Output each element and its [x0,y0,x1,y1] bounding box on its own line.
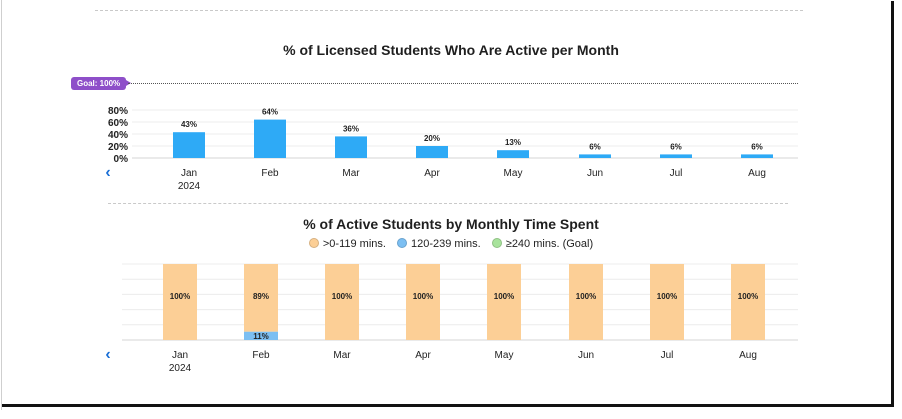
x-tick-label: Mar [342,168,360,179]
stacked-bar-segment [650,264,684,340]
stacked-bar-segment [487,264,521,340]
chevron-left-icon[interactable]: ‹ [105,164,111,181]
bar-value-label: 6% [589,142,601,151]
stacked-bar-segment [244,331,278,340]
x-tick-label: May [504,168,523,179]
panel-left-edge [1,0,2,410]
x-tick-label: Apr [415,350,431,361]
bar-value-label: 13% [505,138,521,147]
bar-value-label: 36% [343,124,359,133]
bar [497,150,529,158]
segment-value-label: 100% [576,292,596,301]
legend-swatch [491,238,502,248]
x-tick-label: Jun [587,168,603,179]
bar [416,146,448,158]
stacked-bar-segment [163,264,197,340]
x-tick-label: Aug [739,350,757,361]
x-tick-sublabel: 2024 [169,363,192,374]
bar [254,119,286,158]
chevron-left-icon[interactable]: ‹ [105,346,111,363]
x-tick-label: Jan [172,350,188,361]
legend-item[interactable]: ≥240 mins. (Goal) [491,238,594,250]
stacked-bar-segment [244,264,278,332]
legend-label: >0-119 mins. [322,238,386,250]
panel-frame [2,1,894,407]
bar-value-label: 20% [424,134,440,143]
legend-swatch [397,238,407,248]
x-tick-label: Jul [670,168,683,179]
x-tick-sublabel: 2024 [178,181,201,192]
goal-line [128,83,798,84]
chart-2-title: % of Active Students by Monthly Time Spe… [303,216,599,232]
stacked-bar-segment [731,264,765,340]
chart-1-title: % of Licensed Students Who Are Active pe… [283,42,619,58]
bar [173,132,205,158]
y-tick-label: 60% [108,118,128,129]
x-tick-label: Jan [181,168,197,179]
bar-value-label: 64% [262,108,278,117]
segment-value-label: 100% [170,292,190,301]
x-tick-label: Feb [252,350,270,361]
legend-label: 120-239 mins. [411,238,481,250]
bar-value-label: 6% [751,142,763,151]
y-tick-label: 40% [108,130,128,141]
bar [579,154,611,158]
segment-value-label: 100% [413,292,433,301]
x-tick-label: Mar [333,350,351,361]
x-tick-label: Jun [578,350,594,361]
y-tick-label: 0% [114,154,129,165]
segment-value-label: 100% [657,292,677,301]
segment-value-label: 89% [253,292,269,301]
x-tick-label: Jul [661,350,674,361]
legend-item[interactable]: >0-119 mins. [308,238,386,250]
y-tick-label: 20% [108,142,128,153]
x-tick-label: May [495,350,514,361]
legend-swatch [308,238,319,248]
x-tick-label: Apr [424,168,440,179]
segment-value-label: 11% [253,332,269,341]
segment-value-label: 100% [494,292,514,301]
segment-value-label: 100% [332,292,352,301]
stacked-bar-segment [406,264,440,340]
segment-value-label: 100% [738,292,758,301]
x-tick-label: Aug [748,168,766,179]
x-tick-label: Feb [261,168,279,179]
bar-value-label: 43% [181,120,197,129]
chart-divider [108,203,788,204]
bar [660,154,692,158]
legend-label: ≥240 mins. (Goal) [505,238,594,250]
bar [335,136,367,158]
bar-value-label: 6% [670,142,682,151]
top-divider [95,10,803,11]
stacked-bar-segment [569,264,603,340]
legend-item[interactable]: 120-239 mins. [397,238,481,250]
bar [741,154,773,158]
y-tick-label: 80% [108,106,128,117]
chart-2-legend: >0-119 mins. 120-239 mins. ≥240 mins. (G… [0,238,902,250]
stacked-bar-segment [325,264,359,340]
